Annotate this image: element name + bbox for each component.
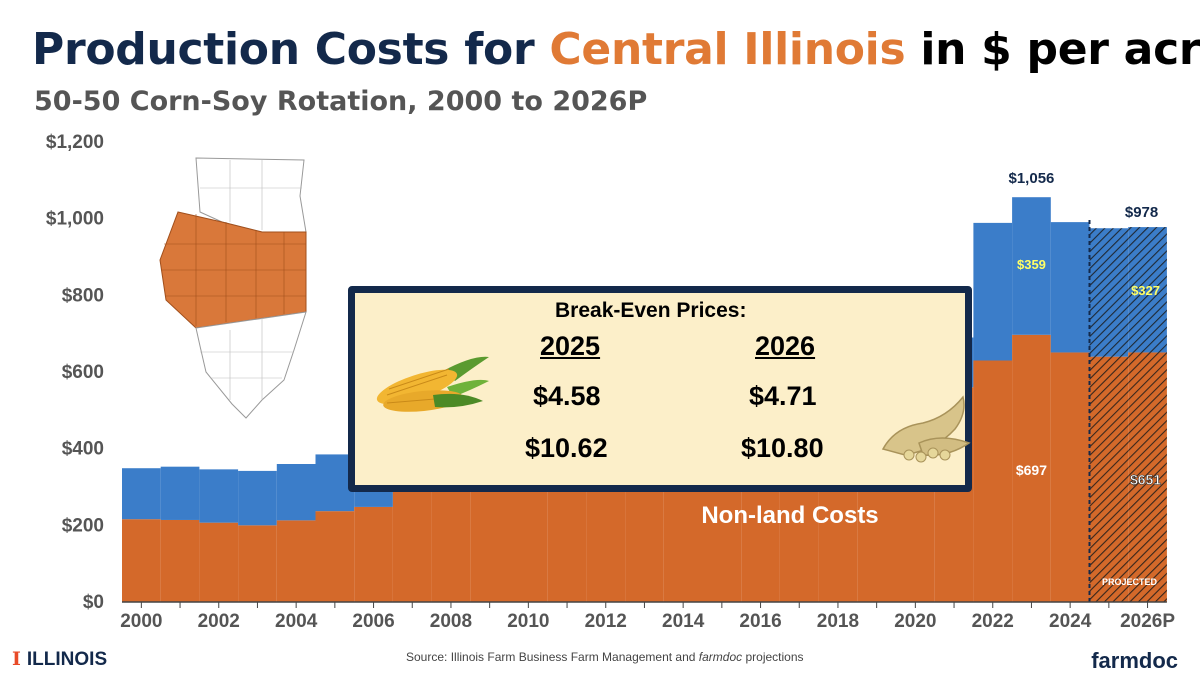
y-tick-label: $800	[62, 285, 104, 306]
bar-land-2003	[238, 470, 277, 526]
break-even-title: Break-Even Prices:	[555, 299, 747, 322]
bar-land-2023	[1012, 197, 1051, 335]
y-tick-label: $400	[62, 439, 104, 460]
y-tick-label: $1,200	[46, 132, 104, 153]
projected-label: PROJECTED	[1102, 577, 1158, 587]
x-tick-label-2004: 2004	[275, 611, 318, 632]
chart-subtitle: 50-50 Corn-Soy Rotation, 2000 to 2026P	[34, 86, 648, 117]
corn-break-even-2026: $4.71	[749, 381, 817, 411]
x-tick-label-2014: 2014	[662, 611, 705, 632]
corn-icon	[376, 356, 489, 412]
bar-land-2002	[199, 469, 239, 523]
illinois-map-icon	[159, 157, 307, 419]
y-tick-label: $1,000	[46, 209, 104, 230]
source-italic: farmdoc	[698, 650, 743, 664]
bar-nonland-2010	[509, 475, 548, 602]
title-part1: Production Costs for	[32, 24, 550, 75]
bar-nonland-2002	[199, 522, 239, 602]
x-tick-label-2000: 2000	[120, 611, 162, 632]
nonland-label-2026P: $651	[1130, 471, 1161, 487]
title-part2: in $ per acre	[905, 24, 1200, 75]
soybean-icon	[881, 395, 971, 463]
title-highlight: Central Illinois	[549, 24, 906, 75]
bar-nonland-2004	[276, 520, 316, 602]
bar-projected-hatch-2025	[1089, 228, 1129, 602]
illinois-i-mark-icon: I	[12, 648, 21, 670]
series-label-nonland: Non-land Costs	[701, 502, 878, 529]
farmdoc-brand: farmdoc	[1091, 648, 1178, 673]
x-tick-label-2026P: 2026P	[1120, 611, 1175, 632]
bar-land-2022	[973, 222, 1013, 361]
x-tick-label-2016: 2016	[739, 611, 781, 632]
y-tick-label: $0	[83, 592, 104, 613]
break-even-year-2025: 2025	[540, 331, 601, 361]
bar-nonland-2005	[315, 511, 355, 602]
x-tick-label-2012: 2012	[585, 611, 627, 632]
break-even-year-2026: 2026	[755, 331, 816, 361]
nonland-label-2023: $697	[1016, 462, 1047, 478]
bar-land-2001	[160, 466, 200, 520]
x-tick-label-2022: 2022	[972, 611, 1014, 632]
bar-land-2005	[315, 454, 355, 512]
illinois-logo-text: ILLINOIS	[26, 649, 108, 670]
axes: $0 $200 $400 $600 $800 $1,000 $1,200 2000 2002 20…	[46, 132, 1175, 632]
bar-nonland-2024	[1050, 352, 1090, 602]
x-tick-label-2020: 2020	[894, 611, 936, 632]
soy-break-even-2025: $10.62	[525, 433, 608, 463]
illinois-logo: I ILLINOIS	[12, 648, 107, 671]
x-tick-label-2024: 2024	[1049, 611, 1092, 632]
bar-nonland-2000	[122, 519, 161, 602]
source-note: Source: Illinois Farm Business Farm Mana…	[406, 650, 804, 664]
source-suffix: projections	[742, 650, 804, 664]
total-label-2026P: $978	[1125, 204, 1158, 221]
bar-nonland-2009	[470, 475, 509, 602]
x-tick-label-2006: 2006	[352, 611, 394, 632]
source-prefix: Source: Illinois Farm Business Farm Mana…	[406, 650, 699, 664]
break-even-box: Break-Even Prices: 2025 2026 $4.58 $4.71…	[348, 286, 972, 492]
data-labels: $1,056 $978 $359 $327 $697 $651 PROJECTED Non-l…	[701, 170, 1161, 587]
bar-land-2000	[122, 468, 161, 520]
bar-nonland-2003	[238, 525, 277, 602]
x-tick-label-2008: 2008	[430, 611, 472, 632]
soy-break-even-2026: $10.80	[741, 433, 824, 463]
bar-nonland-2007	[392, 490, 432, 602]
x-tick-label-2002: 2002	[198, 611, 240, 632]
land-label-2026P: $327	[1131, 283, 1160, 298]
land-label-2023: $359	[1017, 257, 1046, 272]
x-tick-label-2018: 2018	[817, 611, 859, 632]
bar-land-2004	[276, 464, 316, 521]
x-tick-label-2010: 2010	[507, 611, 549, 632]
y-tick-label: $200	[62, 515, 104, 536]
y-tick-label: $600	[62, 362, 104, 383]
bar-nonland-2001	[160, 519, 200, 602]
bar-projected-hatch-2026P	[1128, 227, 1167, 602]
bar-nonland-2008	[431, 479, 471, 602]
bar-land-2024	[1050, 222, 1090, 353]
bar-nonland-2023	[1012, 334, 1051, 602]
corn-break-even-2025: $4.58	[533, 381, 601, 411]
total-label-2023: $1,056	[1009, 170, 1055, 187]
bar-nonland-2006	[354, 506, 393, 602]
chart-title: Production Costs for Central Illinois in…	[32, 24, 1200, 75]
bar-nonland-2022	[973, 360, 1013, 602]
